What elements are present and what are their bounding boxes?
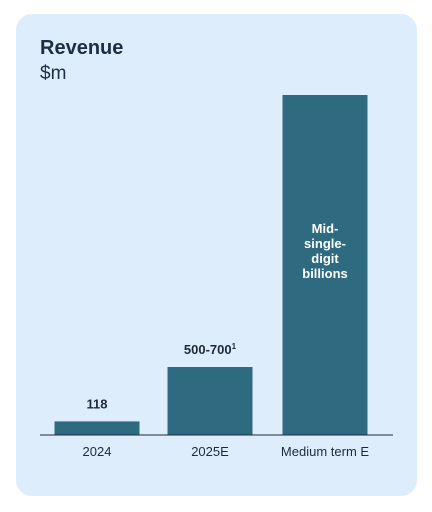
x-tick-label-2025e: 2025E bbox=[191, 444, 229, 459]
chart-subtitle: $m bbox=[40, 63, 67, 84]
data-label-2024: 118 bbox=[87, 396, 108, 411]
bar-2024 bbox=[54, 421, 140, 435]
chart-title: Revenue bbox=[40, 37, 124, 59]
x-tick-label-medium-term-e: Medium term E bbox=[281, 444, 369, 459]
data-label-medium-term-e: Mid-single-digit billions bbox=[302, 221, 348, 281]
bar-2025e bbox=[167, 367, 253, 435]
bar-medium-term-e bbox=[282, 95, 368, 435]
footnote-marker: 1 bbox=[232, 342, 237, 351]
data-label-2025e: 500-7001 bbox=[184, 342, 237, 357]
x-tick-label-2024: 2024 bbox=[83, 444, 112, 459]
